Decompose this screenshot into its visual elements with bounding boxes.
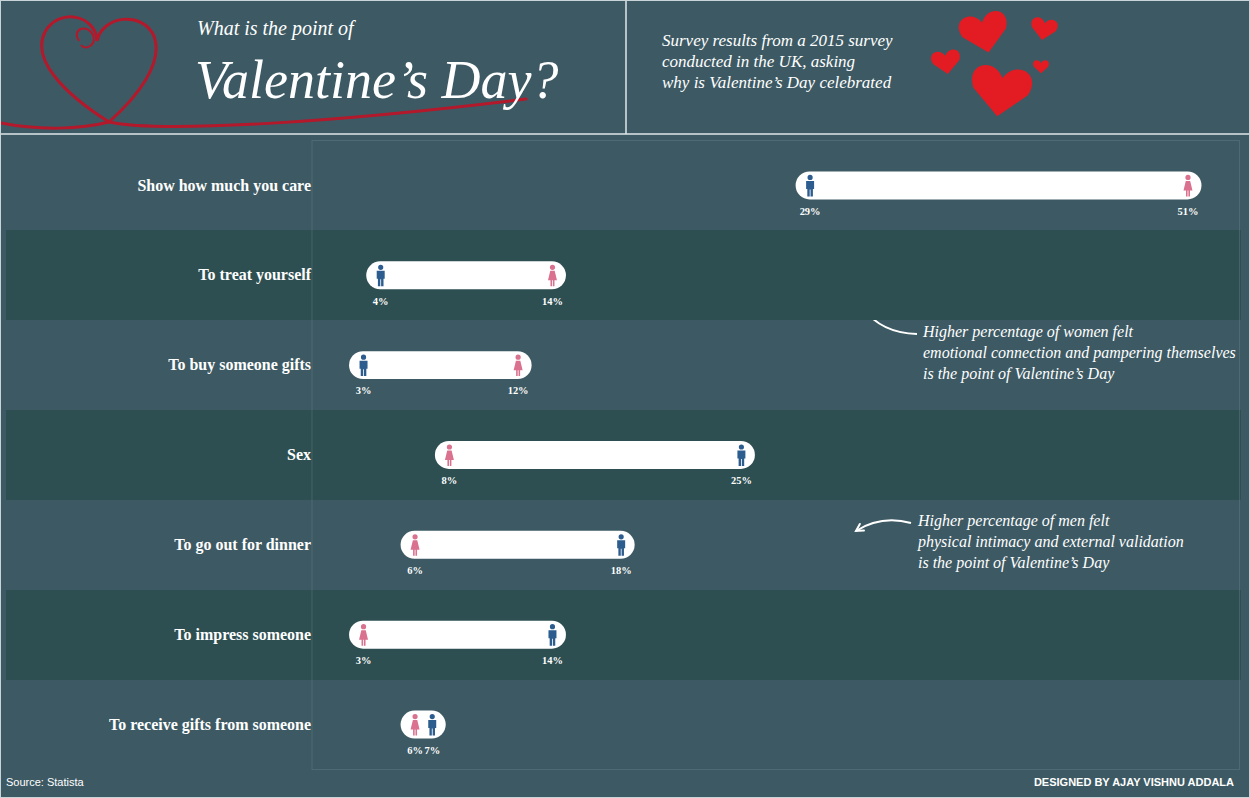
svg-text:Show how much you care: Show how much you care [137,177,311,195]
svg-text:4%: 4% [373,296,389,307]
svg-text:18%: 18% [611,565,632,576]
svg-text:To receive gifts from someone: To receive gifts from someone [109,716,311,734]
svg-text:To buy someone gifts: To buy someone gifts [168,356,311,374]
html-text:Survey results from a 2015 sur: Survey results from a 2015 survey conduc… [662,31,893,92]
svg-text:6%: 6% [407,745,423,756]
svg-text:51%: 51% [1178,206,1199,217]
svg-text:3%: 3% [356,385,372,396]
html-text:Higher percentage of women fel: Higher percentage of women felt emotiona… [923,323,1236,382]
html-text:Source: Statista: Source: Statista [6,776,84,788]
svg-text:8%: 8% [442,475,458,486]
svg-text:7%: 7% [424,745,440,756]
svg-text:To treat yourself: To treat yourself [198,266,311,284]
html-text:Valentine’s Day?: Valentine’s Day? [195,50,559,110]
html-text:DESIGNED BY AJAY VISHNU ADDALA: DESIGNED BY AJAY VISHNU ADDALA [1033,776,1234,788]
svg-text:25%: 25% [731,475,752,486]
html-text:What is the point of: What is the point of [197,17,354,39]
html-text:Higher percentage of men felt: Higher percentage of men felt physical i… [918,512,1184,571]
svg-text:3%: 3% [356,655,372,666]
svg-text:14%: 14% [542,296,563,307]
svg-text:To go out for dinner: To go out for dinner [174,536,311,554]
svg-text:6%: 6% [407,565,423,576]
svg-text:Sex: Sex [287,446,311,463]
svg-text:12%: 12% [508,385,529,396]
svg-text:29%: 29% [800,206,821,217]
svg-text:14%: 14% [542,655,563,666]
svg-text:To impress someone: To impress someone [174,626,311,644]
